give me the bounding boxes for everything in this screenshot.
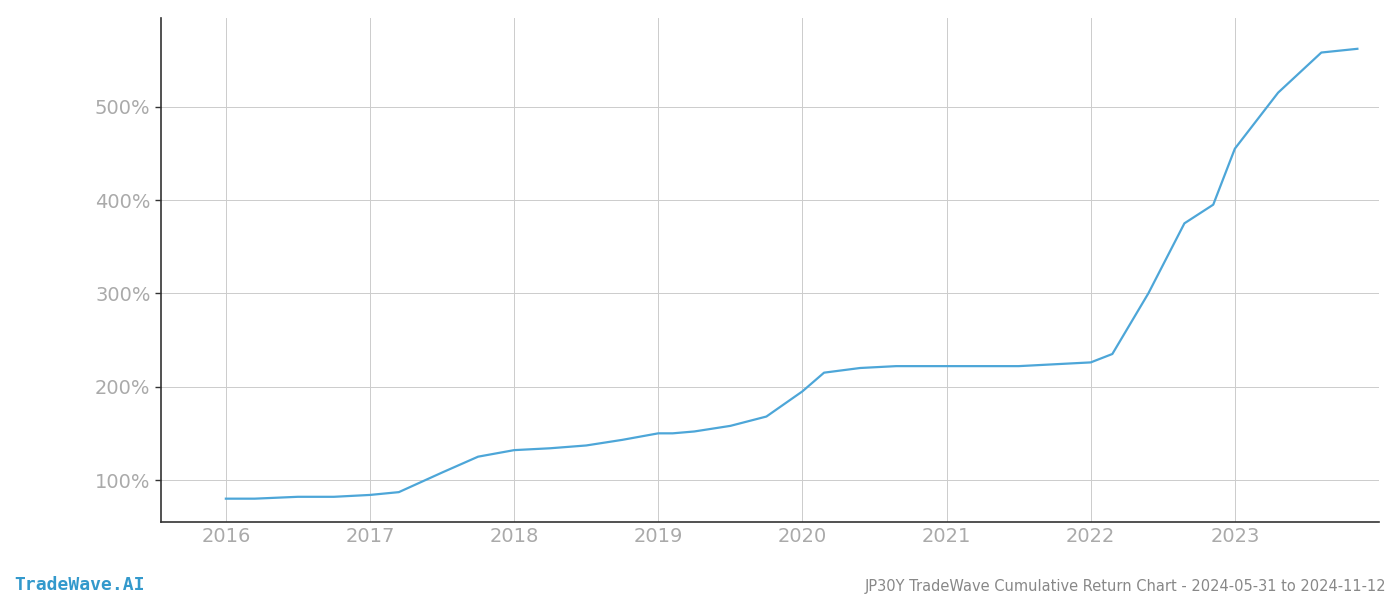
Text: TradeWave.AI: TradeWave.AI (14, 576, 144, 594)
Text: JP30Y TradeWave Cumulative Return Chart - 2024-05-31 to 2024-11-12: JP30Y TradeWave Cumulative Return Chart … (864, 579, 1386, 594)
